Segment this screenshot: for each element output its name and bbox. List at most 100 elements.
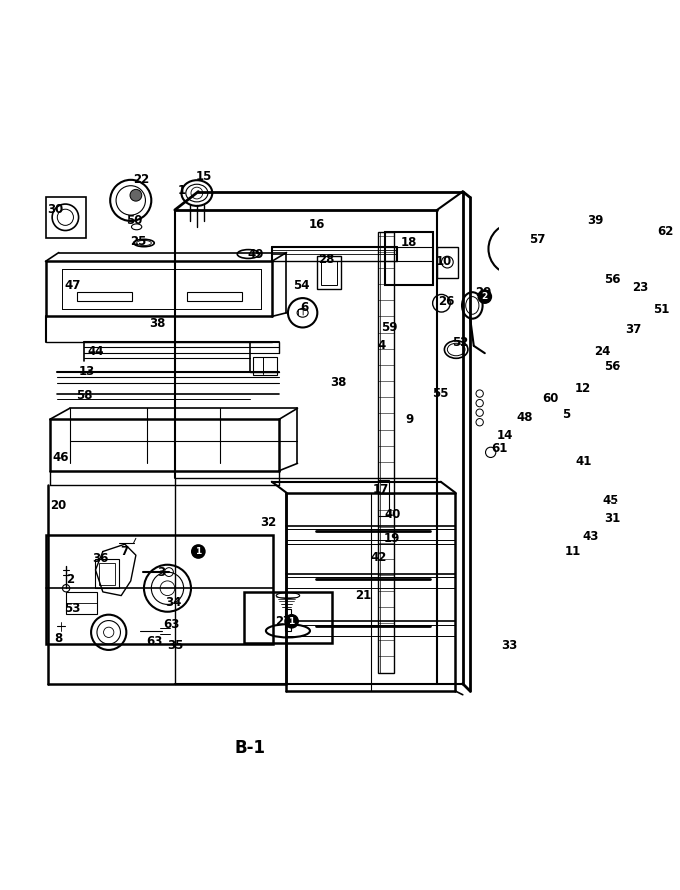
Bar [385, 232, 432, 285]
Bar [437, 247, 458, 278]
Text: 45: 45 [603, 494, 619, 506]
Bar [602, 239, 656, 253]
Circle shape [477, 289, 492, 304]
Bar [656, 229, 666, 245]
Text: 4: 4 [378, 339, 386, 352]
Text: 13: 13 [79, 365, 95, 378]
Text: 12: 12 [575, 382, 592, 395]
Circle shape [610, 493, 624, 507]
Text: 38: 38 [330, 376, 346, 389]
Text: 43: 43 [582, 530, 599, 543]
Text: 14: 14 [497, 429, 513, 442]
Text: 24: 24 [594, 345, 611, 358]
Bar [321, 262, 337, 285]
Text: 11: 11 [565, 545, 581, 558]
Text: 60: 60 [543, 392, 559, 405]
Circle shape [130, 190, 141, 201]
Text: 10: 10 [436, 255, 452, 268]
Text: 1: 1 [195, 547, 201, 556]
Text: 16: 16 [309, 218, 326, 231]
Text: B-1: B-1 [234, 740, 265, 757]
Bar [377, 480, 390, 516]
Text: 29: 29 [475, 287, 492, 299]
Bar [602, 353, 656, 364]
Text: 26: 26 [439, 295, 455, 308]
Bar [95, 559, 119, 588]
Text: 27: 27 [275, 615, 291, 627]
Circle shape [284, 614, 299, 628]
Text: 25: 25 [130, 235, 146, 248]
Text: 41: 41 [576, 456, 592, 468]
Text: 32: 32 [260, 515, 276, 529]
Text: 30: 30 [47, 204, 63, 216]
Text: 56: 56 [604, 360, 620, 373]
Text: 56: 56 [604, 273, 620, 287]
Text: 33: 33 [502, 639, 518, 652]
Text: 42: 42 [371, 551, 387, 564]
Bar [644, 229, 658, 245]
Text: 5: 5 [562, 408, 571, 421]
Text: 7: 7 [120, 545, 129, 558]
Text: 28: 28 [318, 253, 335, 265]
Bar [77, 292, 132, 301]
Text: 18: 18 [401, 237, 417, 249]
Bar [602, 272, 656, 286]
Bar [99, 562, 116, 585]
Text: 37: 37 [625, 323, 641, 336]
Text: 51: 51 [653, 303, 669, 316]
Text: 38: 38 [149, 318, 165, 330]
Bar [579, 456, 617, 478]
Text: 2: 2 [66, 573, 74, 586]
Bar [595, 224, 665, 467]
Text: 46: 46 [52, 451, 69, 464]
Bar [46, 536, 273, 644]
Text: 52: 52 [452, 336, 468, 349]
Text: 47: 47 [65, 279, 81, 292]
Text: 53: 53 [65, 603, 81, 615]
Text: 15: 15 [196, 170, 212, 183]
Bar [318, 256, 341, 289]
Text: 57: 57 [530, 233, 546, 246]
Text: 2: 2 [481, 292, 488, 301]
Text: 59: 59 [381, 321, 398, 334]
Bar [285, 609, 291, 631]
Text: 19: 19 [384, 532, 401, 545]
Text: 22: 22 [133, 173, 149, 186]
Bar [378, 232, 394, 673]
Text: 36: 36 [92, 553, 109, 565]
Bar [66, 592, 97, 614]
Text: 1: 1 [178, 183, 186, 197]
Text: 40: 40 [384, 508, 401, 522]
Text: 55: 55 [432, 387, 449, 400]
Text: 2: 2 [617, 362, 624, 371]
Text: 1: 1 [288, 617, 294, 626]
Text: 21: 21 [355, 589, 371, 602]
Bar [534, 393, 564, 416]
Bar [598, 229, 661, 464]
Text: 3: 3 [158, 565, 166, 578]
Text: ⊓: ⊓ [297, 307, 305, 317]
Text: 31: 31 [605, 512, 621, 525]
Text: 17: 17 [373, 482, 389, 496]
Bar [187, 292, 242, 301]
Bar [254, 357, 277, 376]
Bar [602, 324, 656, 340]
Text: 9: 9 [406, 413, 414, 425]
Text: 44: 44 [87, 345, 104, 358]
Text: 39: 39 [587, 214, 603, 228]
Circle shape [191, 544, 205, 559]
Text: 20: 20 [50, 499, 66, 513]
Text: 6: 6 [301, 301, 309, 314]
Text: 63: 63 [146, 635, 163, 648]
Text: 54: 54 [293, 279, 309, 292]
Text: 48: 48 [516, 410, 532, 424]
Bar [244, 592, 332, 643]
Text: 1: 1 [614, 496, 620, 505]
Text: 8: 8 [54, 632, 63, 644]
Text: 23: 23 [632, 280, 649, 294]
Text: 35: 35 [167, 639, 184, 652]
Text: 58: 58 [76, 389, 92, 402]
Bar [518, 414, 531, 435]
Bar [507, 239, 523, 258]
Text: 61: 61 [492, 442, 508, 455]
